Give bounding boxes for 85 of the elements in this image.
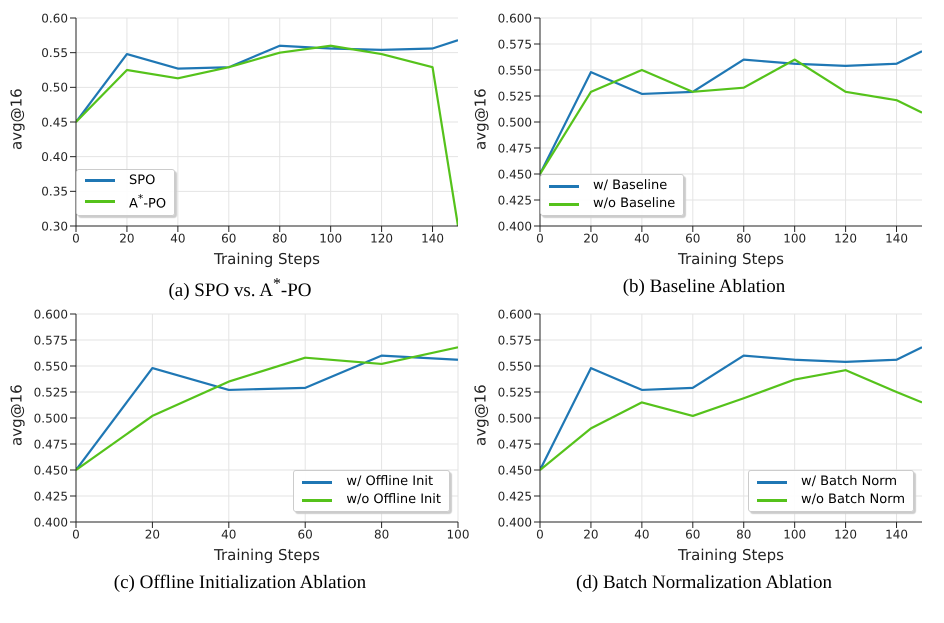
x-tick-label: 40 <box>221 528 236 542</box>
y-tick-label: 0.475 <box>34 437 68 452</box>
text: (b) Baseline Ablation <box>622 276 786 297</box>
y-axis-title: avg@16 <box>471 384 490 446</box>
x-tick-label: 0 <box>72 528 80 542</box>
y-tick-label: 0.600 <box>34 307 68 322</box>
text: (c) Offline Initialization Ablation <box>114 572 366 593</box>
y-tick-label: 0.600 <box>498 307 532 322</box>
y-tick-label: 0.400 <box>498 515 532 530</box>
x-tick-label: 100 <box>783 528 806 542</box>
x-tick-label: 20 <box>119 232 135 246</box>
y-tick-label: 0.30 <box>41 219 68 234</box>
x-tick-label: 120 <box>834 528 858 542</box>
y-tick-label: 0.475 <box>498 141 532 156</box>
x-axis-title: Training Steps <box>677 546 784 564</box>
x-tick-label: 120 <box>834 232 858 246</box>
x-tick-label: 80 <box>272 232 288 246</box>
legend-label: w/o Batch Norm <box>800 491 905 509</box>
x-tick-label: 20 <box>583 232 599 246</box>
x-tick-label: 40 <box>170 232 186 246</box>
legend-label: w/o Offline Init <box>346 491 441 509</box>
y-tick-label: 0.400 <box>34 515 68 530</box>
y-tick-label: 0.40 <box>41 150 68 164</box>
y-axis-title: avg@16 <box>471 88 490 150</box>
x-axis-title: Training Steps <box>213 546 320 564</box>
y-tick-label: 0.525 <box>498 89 532 104</box>
text: (a) SPO vs. A$^{*}$-PO <box>168 276 312 302</box>
y-tick-label: 0.35 <box>41 184 68 199</box>
x-tick-label: 140 <box>885 232 908 246</box>
legend-label: w/ Offline Init <box>346 473 434 491</box>
y-tick-label: 0.400 <box>498 219 532 234</box>
y-tick-label: 0.575 <box>498 333 532 348</box>
x-tick-label: 20 <box>144 528 160 542</box>
x-tick-label: 80 <box>374 528 390 542</box>
x-tick-label: 0 <box>72 232 80 246</box>
y-tick-label: 0.550 <box>34 359 68 374</box>
x-tick-label: 60 <box>685 528 700 542</box>
x-tick-label: 140 <box>885 528 908 542</box>
y-tick-label: 0.500 <box>498 115 532 130</box>
y-tick-label: 0.550 <box>498 359 532 374</box>
y-tick-label: 0.550 <box>498 63 532 78</box>
y-tick-label: 0.450 <box>498 463 532 478</box>
y-tick-label: 0.425 <box>498 193 532 208</box>
y-axis-title: avg@16 <box>7 384 26 446</box>
y-tick-label: 0.500 <box>34 411 68 426</box>
x-tick-label: 0 <box>536 232 544 246</box>
x-tick-label: 140 <box>421 232 444 246</box>
legend-label: w/ Baseline <box>593 177 668 195</box>
y-axis-title: avg@16 <box>7 88 26 150</box>
x-tick-label: 20 <box>583 528 599 542</box>
x-tick-label: 100 <box>446 528 470 542</box>
y-tick-label: 0.600 <box>498 11 532 26</box>
legend-label: SPO <box>129 172 156 190</box>
text: (d) Batch Normalization Ablation <box>576 572 832 593</box>
x-tick-label: 60 <box>298 528 313 542</box>
x-tick-label: 80 <box>736 528 752 542</box>
x-tick-label: 60 <box>685 232 700 246</box>
x-tick-label: 100 <box>319 232 342 246</box>
y-tick-label: 0.425 <box>498 489 532 504</box>
y-tick-label: 0.60 <box>41 11 68 26</box>
y-tick-label: 0.500 <box>498 411 532 426</box>
y-tick-label: 0.450 <box>498 167 532 182</box>
y-tick-label: 0.450 <box>34 463 68 478</box>
y-tick-label: 0.525 <box>34 385 68 400</box>
legend-label: w/o Baseline <box>593 195 676 213</box>
y-tick-label: 0.425 <box>34 489 68 504</box>
x-tick-label: 40 <box>634 528 650 542</box>
x-tick-label: 120 <box>370 232 394 246</box>
x-tick-label: 40 <box>634 232 650 246</box>
legend-label: w/ Batch Norm <box>800 473 898 491</box>
y-tick-label: 0.45 <box>41 115 68 130</box>
line-series <box>540 369 922 472</box>
x-tick-label: 100 <box>783 232 806 246</box>
y-tick-label: 0.55 <box>41 46 68 60</box>
y-tick-label: 0.575 <box>498 37 532 52</box>
y-tick-label: 0.575 <box>34 333 68 348</box>
y-tick-label: 0.475 <box>498 437 532 452</box>
x-axis-title: Training Steps <box>677 250 784 268</box>
x-tick-label: 0 <box>536 528 544 542</box>
legend-label: A$^{*}$-PO <box>129 190 166 213</box>
x-tick-label: 80 <box>736 232 752 246</box>
x-tick-label: 60 <box>221 232 236 246</box>
y-tick-label: 0.525 <box>498 385 532 400</box>
y-tick-label: 0.50 <box>41 80 68 95</box>
x-axis-title: Training Steps <box>213 250 320 268</box>
